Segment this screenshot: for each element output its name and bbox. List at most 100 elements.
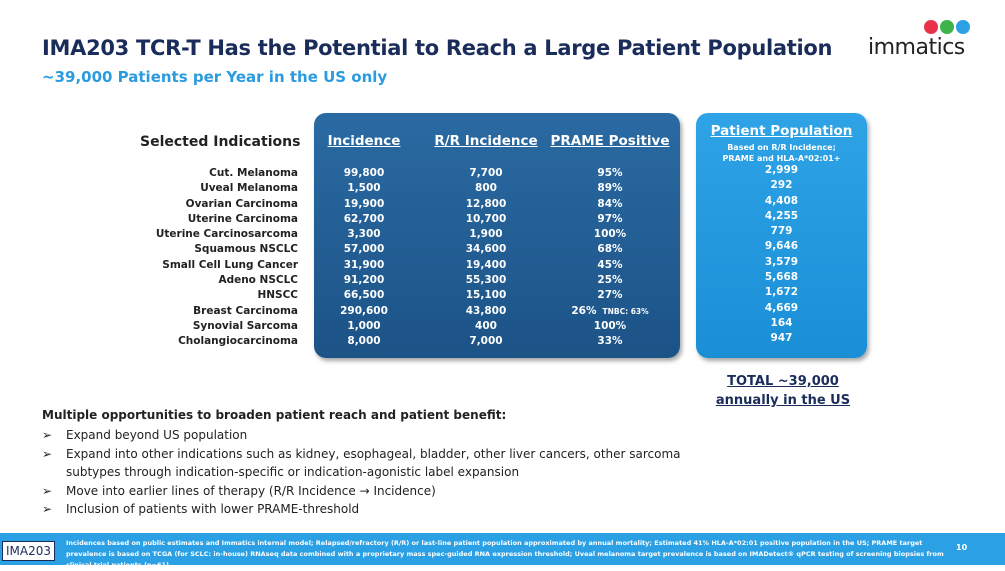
prame-value: 33%: [597, 335, 623, 348]
bullet-item: ➢ Inclusion of patients with lower PRAME-…: [42, 500, 682, 519]
prame-cell: 26% TNBC: 63%: [550, 304, 670, 319]
patient-population-cell: 3,579: [764, 255, 799, 268]
tnbc-note: TNBC: 63%: [602, 306, 649, 316]
patient-population-cell: 1,672: [764, 286, 799, 299]
bullet-text: Inclusion of patients with lower PRAME-t…: [66, 502, 360, 516]
prame-value: 84%: [597, 197, 623, 210]
incidence-cell: 57,000: [343, 243, 385, 256]
prame-value: 45%: [597, 258, 623, 271]
arrow-bullet-icon: ➢: [42, 428, 53, 442]
header-incidence: Incidence: [327, 133, 401, 149]
row-header: Selected Indications: [140, 134, 301, 150]
footer-note: Incidences based on public estimates and…: [66, 539, 944, 569]
incidence-cell: 3,300: [347, 228, 381, 241]
rr-incidence-cell: 1,900: [469, 228, 503, 241]
patient-population-cell: 164: [770, 316, 793, 329]
data-table-panel: Incidence R/R Incidence PRAME Positive 9…: [314, 113, 680, 358]
indication-label: Uveal Melanoma: [200, 182, 298, 195]
patient-population-cell: 947: [770, 332, 793, 345]
rr-incidence-cell: 400: [475, 319, 497, 332]
pp-column: 2,999 292 4,408 4,255 779 9,646 3,579 5,668 1,67…: [696, 163, 867, 347]
rr-incidence-cell: 43,800: [465, 304, 507, 317]
indication-label: HNSCC: [257, 289, 298, 302]
rr-incidence-cell: 55,300: [465, 274, 507, 287]
prame-value: 97%: [597, 212, 623, 225]
prame-value: 95%: [597, 167, 623, 179]
patient-population-cell: 4,669: [764, 301, 799, 314]
footer: IMA203 Incidences based on public estima…: [0, 533, 1005, 569]
prame-column: 95% 89% 84% 97% 100% 68% 45% 25% 27% 26% TNBC: 63%…: [550, 166, 670, 350]
bullet-item: ➢ Move into earlier lines of therapy (R/R…: [42, 482, 682, 501]
incidence-cell: 1,000: [347, 319, 381, 332]
incidence-cell: 290,600: [340, 304, 388, 317]
prame-cell: 97%: [550, 212, 670, 227]
rr-incidence-cell: 15,100: [465, 289, 507, 302]
indication-label: Squamous NSCLC: [194, 243, 298, 256]
bullet-section: Multiple opportunities to broaden patien…: [42, 408, 682, 519]
bullet-text: Expand beyond US population: [66, 428, 248, 442]
prame-cell: 100%: [550, 319, 670, 334]
incidence-column: 99,800 1,500 19,900 62,700 3,300 57,000 31,900…: [314, 166, 414, 350]
logo-text: immatics: [868, 35, 965, 60]
incidence-cell: 62,700: [343, 212, 385, 225]
rr-column: 7,700 800 12,800 10,700 1,900 34,600 19,400 55,…: [426, 166, 546, 350]
prame-cell: 89%: [550, 181, 670, 196]
rr-incidence-cell: 7,000: [469, 335, 503, 348]
incidence-cell: 91,200: [343, 274, 385, 287]
prame-cell: 33%: [550, 334, 670, 349]
bullet-text: Move into earlier lines of therapy (R/R …: [66, 483, 436, 498]
indication-label: Uterine Carcinoma: [187, 212, 298, 225]
incidence-cell: 8,000: [347, 335, 381, 348]
rr-incidence-cell: 34,600: [465, 243, 507, 256]
total: TOTAL ~39,000 annually in the US: [700, 372, 866, 410]
indication-labels: Cut. Melanoma Uveal Melanoma Ovarian Carci…: [156, 166, 298, 350]
prame-cell: 100%: [550, 227, 670, 242]
arrow-bullet-icon: ➢: [42, 446, 53, 461]
indication-label: Small Cell Lung Cancer: [162, 258, 298, 271]
patient-population-cell: 4,408: [764, 194, 799, 207]
prame-cell: 84%: [550, 197, 670, 212]
immatics-logo: immatics: [868, 20, 978, 60]
prame-cell: 95%: [550, 166, 670, 181]
incidence-cell: 31,900: [343, 258, 385, 271]
rr-incidence-cell: 19,400: [465, 258, 507, 271]
indication-label: Uterine Carcinosarcoma: [155, 228, 298, 241]
indication-label: Cut. Melanoma: [209, 167, 298, 179]
bullet-item: ➢ Expand beyond US population: [42, 426, 682, 445]
prame-value: 100%: [593, 228, 627, 241]
bullet-text: Expand into other indications such as ki…: [66, 446, 681, 480]
incidence-cell: 66,500: [343, 289, 385, 302]
rr-incidence-cell: 12,800: [465, 197, 507, 210]
prame-cell: 25%: [550, 273, 670, 288]
bullet-heading: Multiple opportunities to broaden patien…: [42, 408, 507, 422]
patient-population-cell: 5,668: [764, 271, 799, 284]
header-prame: PRAME Positive: [550, 133, 670, 149]
indication-label: Ovarian Carcinoma: [185, 197, 298, 210]
header-rr-incidence: R/R Incidence: [434, 133, 538, 149]
indication-label: Breast Carcinoma: [193, 304, 298, 317]
pp-title: Patient Population: [710, 123, 853, 139]
prame-cell: 27%: [550, 288, 670, 303]
rr-incidence-cell: 800: [475, 182, 497, 195]
arrow-bullet-icon: ➢: [42, 483, 53, 498]
total-line1: TOTAL ~39,000: [727, 374, 839, 389]
prame-value: 25%: [597, 274, 623, 287]
slide-subtitle: ~39,000 Patients per Year in the US only: [42, 68, 388, 86]
pp-sub2: PRAME and HLA-A*02:01+: [722, 154, 841, 163]
pp-sub1: Based on R/R Incidence;: [727, 143, 836, 152]
rr-incidence-cell: 10,700: [465, 212, 507, 225]
patient-population-panel: Patient Population Based on R/R Incidenc…: [696, 113, 867, 358]
bullet-item: ➢ Expand into other indications such as k…: [42, 445, 682, 482]
prame-cell: 45%: [550, 258, 670, 273]
prame-value: 68%: [597, 243, 623, 256]
prame-value: 27%: [597, 289, 623, 302]
patient-population-cell: 9,646: [764, 240, 799, 253]
patient-population-cell: 292: [770, 179, 793, 192]
patient-population-cell: 2,999: [764, 164, 799, 176]
patient-population-cell: 4,255: [764, 209, 799, 222]
incidence-cell: 99,800: [343, 167, 385, 179]
indication-label: Cholangiocarcinoma: [178, 335, 298, 348]
page-number: 10: [956, 543, 968, 552]
prame-value: 26%: [571, 304, 597, 317]
rr-incidence-cell: 7,700: [469, 167, 503, 179]
